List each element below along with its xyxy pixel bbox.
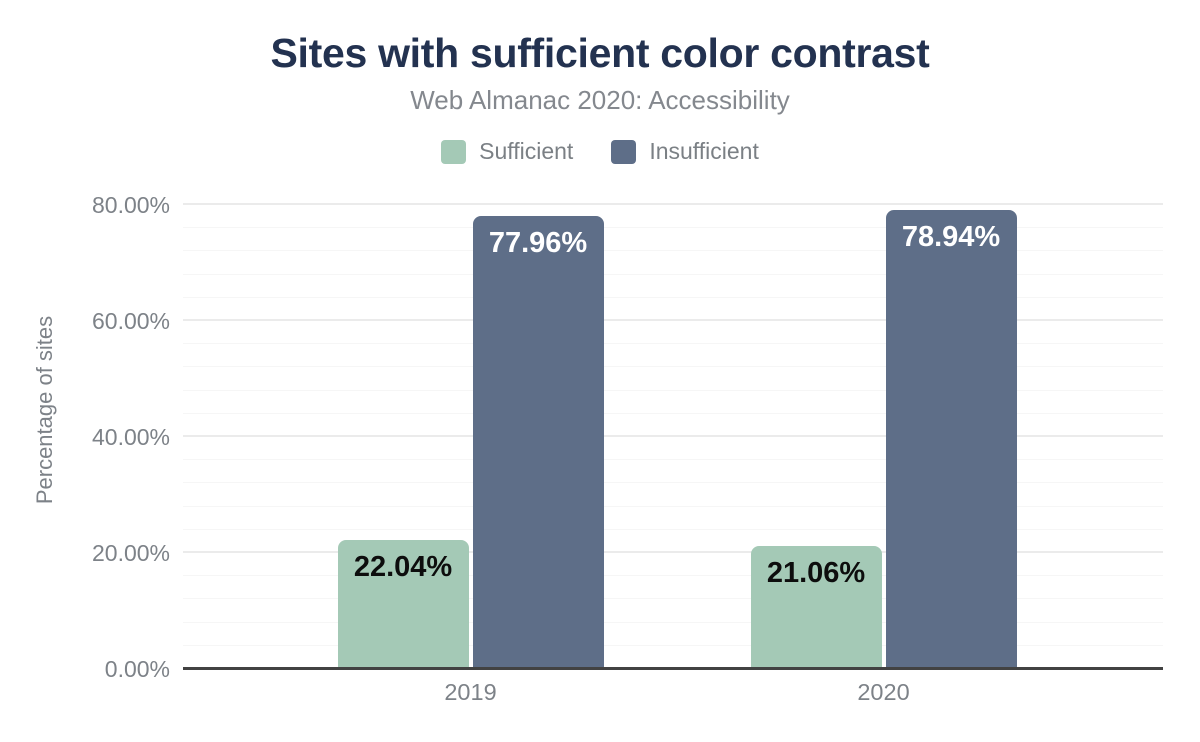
minor-gridline — [183, 227, 1163, 229]
y-tick-label: 60.00% — [91, 308, 170, 334]
bar-value-label: 21.06% — [766, 556, 866, 589]
x-axis-line — [183, 667, 1163, 670]
minor-gridline — [183, 644, 1163, 646]
minor-gridline — [183, 505, 1163, 507]
minor-gridline — [183, 250, 1163, 252]
minor-gridline — [183, 366, 1163, 368]
y-tick-label: 40.00% — [91, 424, 170, 450]
bar-sufficient-2019[interactable]: 22.04% — [337, 540, 469, 668]
minor-gridline — [183, 482, 1163, 484]
minor-gridline — [183, 459, 1163, 461]
x-tick-label-2020: 2020 — [857, 679, 910, 705]
minor-gridline — [183, 389, 1163, 391]
major-gridline — [183, 203, 1163, 205]
y-axis-title: Percentage of sites — [32, 315, 57, 505]
minor-gridline — [183, 296, 1163, 298]
minor-gridline — [183, 412, 1163, 414]
bar-sufficient-2020[interactable]: 21.06% — [750, 545, 882, 668]
minor-gridline — [183, 528, 1163, 530]
x-tick-label-2019: 2019 — [444, 679, 497, 705]
y-tick-label: 20.00% — [91, 540, 170, 566]
chart-title: Sites with sufficient color contrast — [270, 30, 930, 76]
minor-gridline — [183, 273, 1163, 275]
bar-value-label: 77.96% — [488, 226, 588, 259]
y-tick-label: 80.00% — [91, 192, 170, 218]
minor-gridline — [183, 575, 1163, 577]
chart-subtitle: Web Almanac 2020: Accessibility — [410, 85, 790, 115]
bar-insufficient-2019[interactable]: 77.96% — [472, 215, 604, 668]
y-tick-label: 0.00% — [104, 656, 170, 682]
legend-label: Sufficient — [479, 138, 574, 164]
legend-item-sufficient[interactable]: Sufficient — [441, 138, 573, 165]
minor-gridline — [183, 598, 1163, 600]
major-gridline — [183, 435, 1163, 437]
minor-gridline — [183, 621, 1163, 623]
legend: Sufficient Insufficient — [0, 138, 1200, 165]
legend-item-insufficient[interactable]: Insufficient — [611, 138, 759, 165]
bar-value-label: 22.04% — [353, 551, 453, 584]
bar-insufficient-2020[interactable]: 78.94% — [885, 210, 1017, 668]
bar-value-label: 78.94% — [901, 221, 1001, 254]
major-gridline — [183, 551, 1163, 553]
major-gridline — [183, 319, 1163, 321]
legend-swatch-icon — [611, 139, 637, 164]
minor-gridline — [183, 343, 1163, 345]
legend-swatch-icon — [441, 139, 467, 164]
legend-label: Insufficient — [649, 138, 759, 164]
